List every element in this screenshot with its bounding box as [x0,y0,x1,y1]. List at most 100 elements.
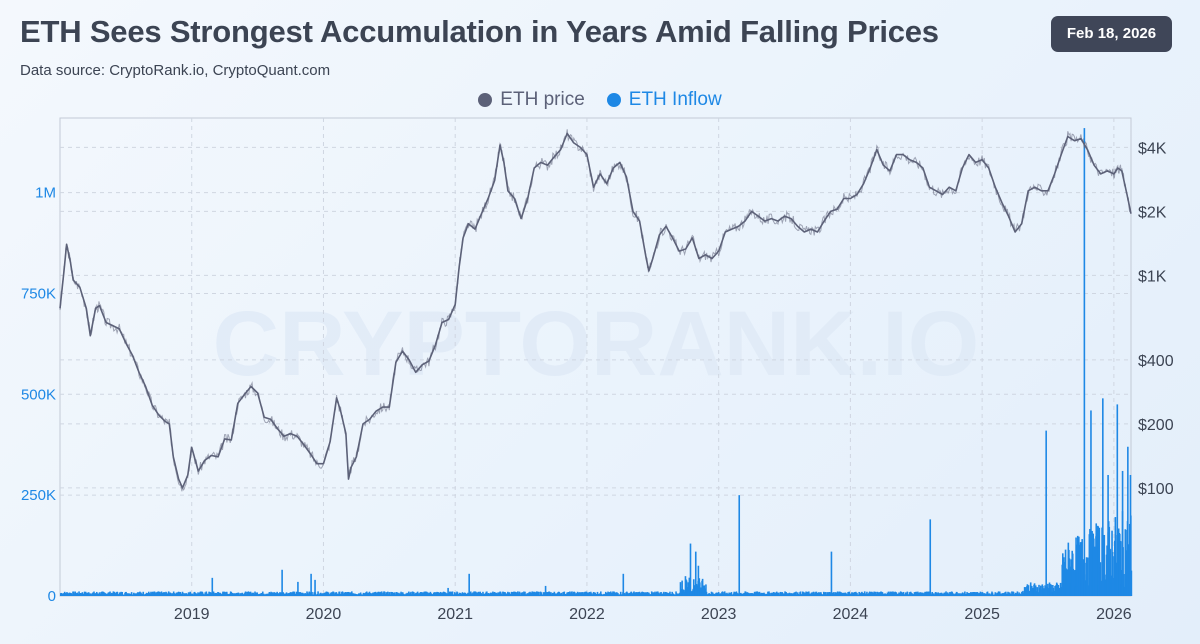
data-source-subtitle: Data source: CryptoRank.io, CryptoQuant.… [20,62,331,79]
inflow-bar [456,592,459,596]
axes: 0 250K 500K 750K 1M $100 $200 $400 $1K $2K $4K 2019… [21,140,1174,623]
inflow-bar [325,591,328,596]
inflow-bar [915,591,917,596]
inflow-bar [507,592,510,596]
inflow-bar [1044,585,1046,596]
inflow-bar [889,591,891,596]
inflow-bar [908,592,911,596]
legend-item-eth-price[interactable]: ETH price [478,89,585,111]
inflow-spike [1090,410,1092,596]
inflow-spike [1083,128,1086,596]
inflow-bar [734,592,737,596]
inflow-bar [517,591,519,596]
inflow-bar [1097,526,1100,596]
inflow-bar [256,592,259,596]
inflow-spike [1095,523,1098,596]
inflow-bar [317,591,319,596]
inflow-bar [1050,584,1052,596]
inflow-bar [1036,587,1039,596]
inflow-bar [416,591,419,596]
inflow-bar [866,591,868,596]
inflow-bar [412,591,415,596]
inflow-bar [656,591,659,596]
inflow-bar [644,592,646,596]
inflow-bar [703,585,706,596]
inflow-bar [669,591,671,596]
inflow-bar [121,591,124,596]
x-tick-label: 2024 [833,606,869,623]
legend-dot-eth-inflow [606,93,621,107]
inflow-bar [613,591,615,596]
inflow-bar [910,592,912,596]
inflow-bar [1119,541,1122,596]
inflow-bar [1043,588,1045,596]
inflow-bar [538,591,540,596]
inflow-bar [125,591,127,596]
inflow-bar [806,591,808,596]
inflow-bar [128,593,130,596]
inflow-bar [519,592,521,596]
inflow-bar [1085,557,1088,596]
x-tick-label: 2020 [306,606,342,623]
inflow-bar [168,592,171,596]
eth-price-noise [59,129,1131,492]
inflow-bar [1089,528,1091,596]
inflow-bars [60,128,1133,596]
inflow-bar [120,591,122,596]
inflow-bar [619,591,622,596]
inflow-bar [1125,550,1127,596]
inflow-spike [1116,404,1119,596]
inflow-bar [205,591,208,596]
x-tick-label: 2023 [701,606,737,623]
inflow-bar [726,592,728,596]
inflow-bar [825,592,827,596]
inflow-bar [841,592,843,596]
inflow-bar [829,592,831,596]
inflow-bar [590,591,592,596]
inflow-bar [730,592,733,596]
inflow-bar [515,592,517,596]
inflow-bar [964,591,966,596]
inflow-bar [979,591,982,596]
inflow-bar [426,592,429,596]
inflow-bar [495,592,498,596]
inflow-bar [1086,557,1089,596]
inflow-bar [660,592,662,596]
inflow-bar [441,593,443,596]
legend-item-eth-inflow[interactable]: ETH Inflow [606,89,722,111]
inflow-bar [301,592,304,596]
inflow-bar [1130,570,1133,596]
y-right-tick-label: $4K [1138,140,1167,157]
inflow-bar [681,580,683,596]
inflow-bar [647,592,649,596]
inflow-spike [297,581,299,596]
inflow-bar [982,593,985,596]
inflow-bar [795,591,797,596]
inflow-bar [906,591,909,596]
inflow-bar [66,592,69,596]
inflow-bar [486,591,488,596]
inflow-bar [523,591,525,596]
y-left-tick-label: 0 [48,588,56,605]
inflow-bar [1038,587,1041,596]
inflow-bar [189,591,192,596]
inflow-spike [314,579,316,596]
inflow-bar [594,592,597,596]
inflow-bar [701,578,704,596]
inflow-bar [179,591,182,596]
inflow-bar [1003,592,1006,596]
inflow-bar [574,592,576,596]
inflow-bar [563,591,566,596]
inflow-bar [215,592,218,596]
inflow-bar [1109,549,1112,596]
eth-price-line [59,132,1132,489]
y-right-tick-label: $200 [1138,417,1174,434]
inflow-bar [584,591,587,596]
inflow-bar [920,592,923,596]
inflow-bar [991,592,994,596]
inflow-bar [540,592,543,596]
inflow-bar [1074,569,1076,596]
inflow-bar [62,593,65,596]
inflow-bar [231,593,234,596]
inflow-bar [126,593,128,596]
